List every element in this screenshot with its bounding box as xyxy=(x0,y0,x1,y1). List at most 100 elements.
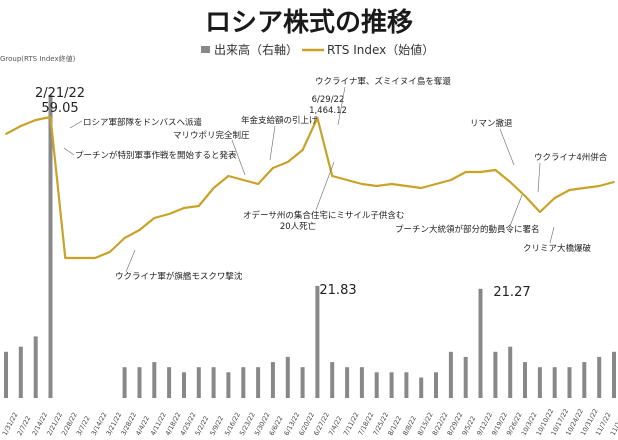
volume-bar xyxy=(582,362,587,398)
x-axis-ticks: 1/31/222/7/222/14/222/21/222/28/223/7/22… xyxy=(1,407,618,437)
annotation-crimea-bridge-leader xyxy=(549,226,555,244)
volume-bar xyxy=(552,367,557,398)
legend-volume-label: 出来高（右軸） xyxy=(214,42,298,57)
rts-index-point xyxy=(346,179,348,181)
volume-bar xyxy=(463,356,468,398)
rts-index-point xyxy=(94,257,96,259)
rts-index-point xyxy=(138,229,141,231)
volume-bar xyxy=(493,351,498,398)
peak-date-label: 2/21/22 xyxy=(35,86,85,101)
volume-bar xyxy=(537,367,542,398)
volume-bar xyxy=(478,288,483,398)
volume-peak-label-2: 21.27 xyxy=(493,285,530,300)
rts-index-point xyxy=(301,149,304,151)
annotation-donbas-leader xyxy=(69,120,83,129)
annotation-odesa-leader xyxy=(315,161,335,211)
volume-bar xyxy=(434,372,438,398)
annotation-odesa-line1: オデーサ州の集合住宅にミサイル子供含む xyxy=(243,210,404,221)
volume-bar xyxy=(508,346,513,398)
rts-index-line xyxy=(5,115,615,260)
peak-value-label: 59.05 xyxy=(41,101,78,116)
volume-bar xyxy=(389,372,394,398)
volume-bar xyxy=(167,367,172,398)
rts-index-point xyxy=(242,179,245,181)
volume-bar xyxy=(285,356,290,398)
volume-bar xyxy=(359,367,364,398)
rts-index-point xyxy=(272,167,274,169)
rts-index-point xyxy=(390,183,393,185)
rts-index-point xyxy=(494,169,497,171)
rts-index-point xyxy=(524,195,526,197)
rts-index-point xyxy=(286,161,289,163)
annotation-snake-island: ウクライナ軍、ズミイヌイ島を奪還 xyxy=(315,76,451,87)
rts-index-point xyxy=(420,187,423,189)
annotation-donbas: ロシア軍部隊をドンバスへ派遣 xyxy=(83,117,203,128)
annotation-special-op: プーチンが特別軍事作戦を開始すると発表 xyxy=(75,150,237,161)
rts-index-point xyxy=(227,175,230,177)
volume-bar xyxy=(182,372,186,398)
rts-index-point xyxy=(108,251,111,253)
annotation-moskva: ウクライナ軍が旗艦モスクワ撃沈 xyxy=(115,271,243,282)
summer-peak-date: 6/29/22 xyxy=(312,95,345,105)
rts-index-point xyxy=(464,171,467,173)
rts-index-point xyxy=(405,185,408,187)
rts-index-point xyxy=(257,183,259,185)
volume-bar xyxy=(404,372,409,398)
annotation-layer: ロシア軍部隊をドンバスへ派遣 プーチンが特別軍事作戦を開始すると発表 ウクライナ… xyxy=(63,76,608,282)
annotation-pension-leader xyxy=(269,125,276,161)
rts-index-point xyxy=(568,189,571,191)
rts-index-point xyxy=(375,185,378,187)
rts-index-point xyxy=(153,217,156,219)
rts-index-point xyxy=(553,197,556,199)
annotation-crimea-bridge: クリミア大橋爆破 xyxy=(523,243,592,254)
summer-peak-value: 1,464.12 xyxy=(309,106,347,116)
annotation-snake-island-leader xyxy=(337,86,346,126)
volume-bar xyxy=(448,351,453,398)
rts-index-point xyxy=(583,187,586,189)
x-tick-label: 11/14/22 xyxy=(609,407,618,437)
rts-index-point xyxy=(598,185,601,187)
rts-index-point xyxy=(212,187,215,189)
rts-index-point xyxy=(539,211,541,213)
chart-title: ロシア株式の推移 xyxy=(205,8,413,38)
legend-volume-swatch xyxy=(201,46,210,53)
rts-index-point xyxy=(79,257,81,259)
annotation-mobilization-leader xyxy=(509,194,523,227)
volume-bar xyxy=(4,351,8,398)
rts-index-point xyxy=(197,205,200,207)
rts-index-point xyxy=(331,175,334,177)
annotation-pension: 年金支給額の引上げ xyxy=(241,115,318,126)
annotation-special-op-leader xyxy=(63,147,75,156)
volume-bar xyxy=(597,356,602,398)
annotation-moskva-leader xyxy=(125,249,136,273)
rts-index-point xyxy=(479,171,482,173)
volume-bar xyxy=(33,336,38,398)
rts-index-point xyxy=(509,181,512,183)
annotation-odesa-line2: 20人死亡 xyxy=(280,221,317,232)
volume-bar xyxy=(315,285,320,398)
annotation-annexation: ウクライナ4州併合 xyxy=(534,152,608,163)
volume-bars xyxy=(4,94,616,399)
annotation-annexation-leader xyxy=(537,162,541,193)
annotation-mobilization: プーチン大統領が部分的動員令に署名 xyxy=(395,224,540,235)
volume-bar xyxy=(345,367,350,398)
annotation-lyman-leader xyxy=(499,128,515,166)
rts-index-point xyxy=(64,257,67,259)
volume-bar xyxy=(374,372,379,398)
volume-bar xyxy=(152,362,157,398)
annotation-lyman: リマン撤退 xyxy=(470,118,513,129)
volume-bar xyxy=(256,367,261,398)
volume-bar xyxy=(270,362,275,398)
rts-index-point xyxy=(361,183,363,185)
annotation-mariupol-leader xyxy=(231,139,246,176)
rts-index-point xyxy=(5,133,7,135)
volume-bar xyxy=(122,367,127,398)
volume-bar xyxy=(567,367,572,398)
volume-bar xyxy=(196,367,201,398)
index-line-group xyxy=(5,115,615,260)
volume-bar xyxy=(137,367,142,398)
volume-bar xyxy=(48,94,53,399)
volume-bar xyxy=(226,372,231,398)
